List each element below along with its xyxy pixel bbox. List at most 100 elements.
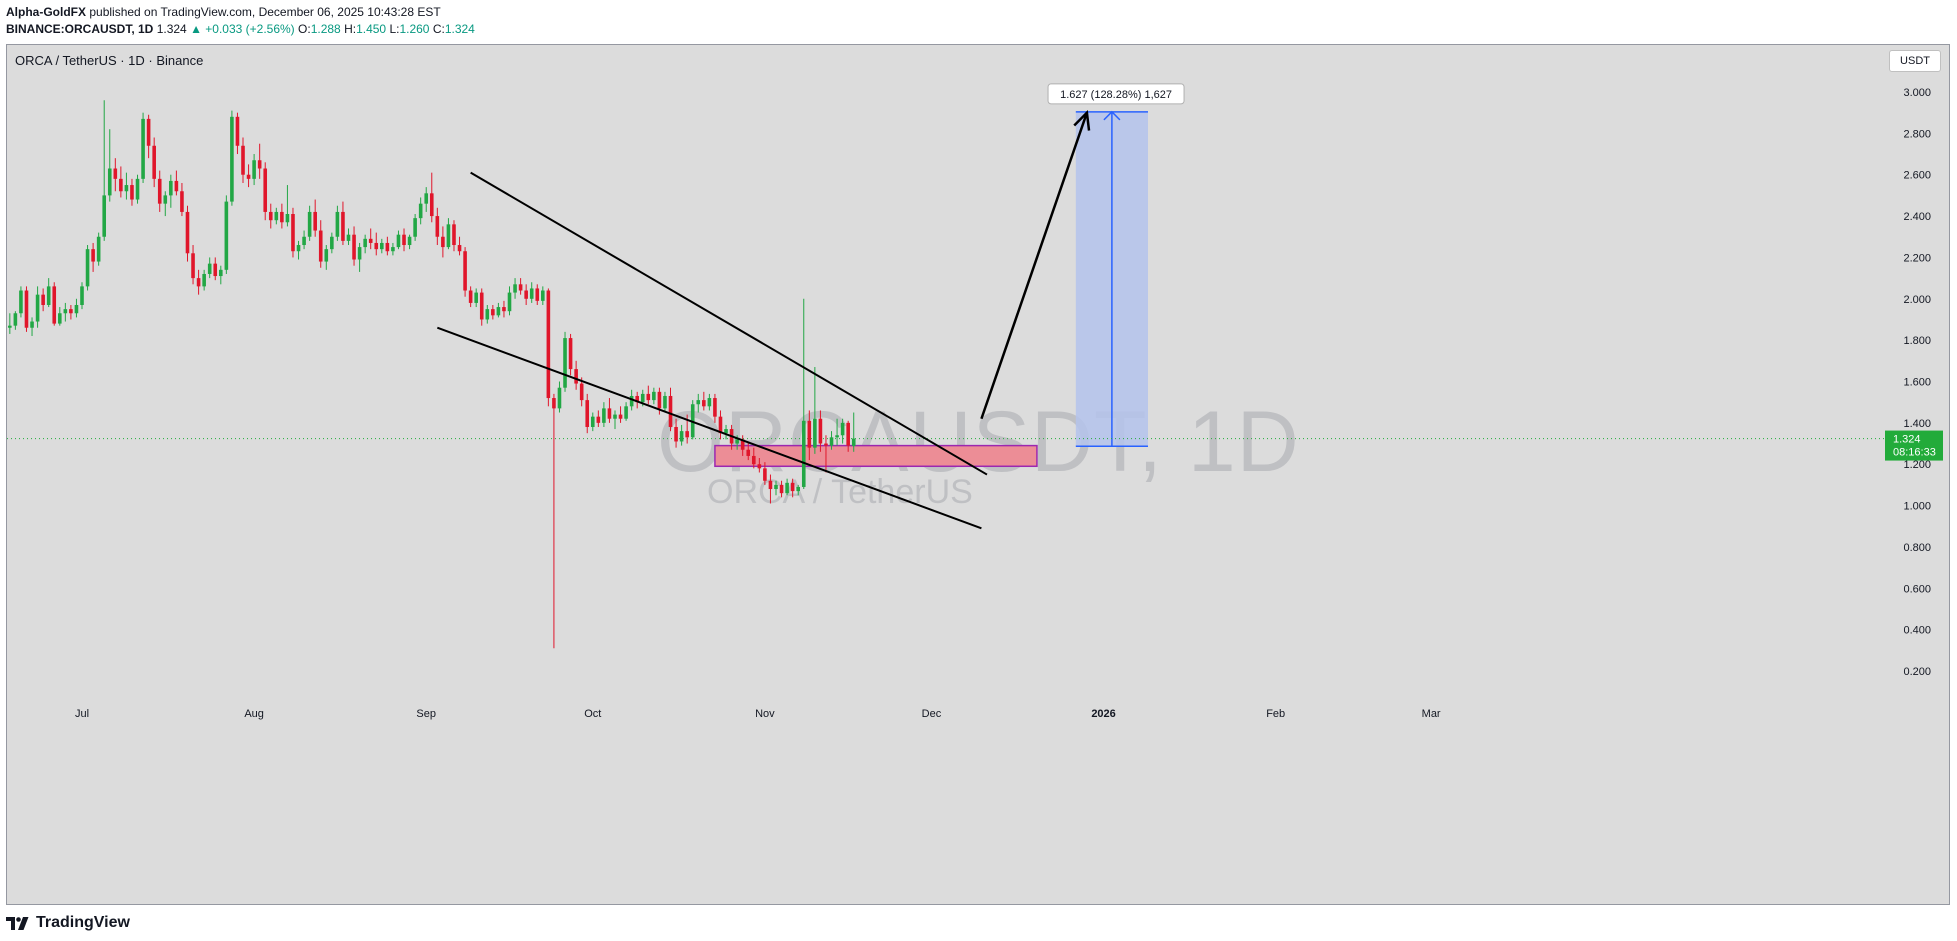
candle-body	[291, 214, 295, 252]
candle-body	[740, 439, 745, 450]
candle-body	[157, 178, 162, 204]
candle-body	[685, 431, 689, 438]
lower-trendline	[436, 326, 982, 530]
candle-body	[513, 284, 517, 293]
candle-body	[30, 321, 34, 328]
close-label: C:	[432, 22, 445, 36]
candle-body	[235, 116, 240, 146]
candle-body	[663, 395, 667, 409]
candle-body	[757, 464, 762, 469]
candle-body	[463, 251, 467, 291]
candle-body	[751, 455, 756, 465]
candle-body	[391, 247, 395, 252]
target-arrowhead	[1103, 110, 1121, 121]
candle-body	[107, 168, 112, 196]
chart-pane[interactable]: ORCAUSDT, 1D ORCA / TetherUS 3.000 2.800 2…	[6, 44, 1950, 905]
candle-body	[518, 284, 523, 291]
pane-title: ORCA / TetherUS · 1D · Binance	[15, 53, 204, 68]
projection-arrow	[980, 112, 1089, 420]
candle-body	[646, 393, 651, 401]
candle-body	[563, 338, 567, 388]
candlestick-chart[interactable]: 3.000 2.800 2.600 2.400 2.200 2.000 1.800 1.600…	[7, 45, 1949, 904]
candle-body	[779, 484, 784, 494]
candle-body	[418, 203, 423, 219]
candle-body	[763, 468, 767, 481]
candle-body	[24, 290, 29, 328]
y-axis-tick-label: 0.200	[1903, 666, 1931, 678]
candle-body	[13, 313, 18, 326]
candle-body	[629, 395, 634, 407]
candle-body	[424, 193, 429, 204]
candle-body	[541, 290, 545, 301]
candle-body	[707, 398, 712, 407]
candle-body	[846, 422, 850, 446]
y-axis-tick-label: 0.400	[1903, 625, 1931, 637]
candle-body	[524, 290, 528, 299]
candle-body	[207, 263, 212, 274]
close-value: 1.324	[444, 22, 475, 36]
candle-body	[668, 395, 673, 427]
author-name[interactable]: Alpha-GoldFX	[6, 5, 86, 19]
y-axis-tick-label: 1.800	[1903, 335, 1931, 347]
candle-body	[785, 482, 789, 494]
candle-body	[851, 438, 856, 447]
candle-body	[96, 236, 101, 262]
candle-body	[46, 286, 51, 305]
y-axis-tick-label: 3.000	[1903, 87, 1931, 99]
candle-body	[346, 234, 351, 241]
candle-body	[552, 398, 556, 409]
candle-body	[696, 400, 701, 405]
candle-body	[479, 292, 484, 320]
candle-body	[813, 418, 817, 448]
candle-body	[496, 307, 501, 316]
symbol-watermark-subtitle: ORCA / TetherUS	[707, 473, 973, 511]
candle-body	[74, 304, 79, 314]
candle-body	[457, 245, 462, 252]
y-axis-tick-label: 2.000	[1903, 294, 1931, 306]
candle-body	[363, 238, 367, 248]
candle-body	[724, 429, 728, 434]
candle-body	[63, 309, 68, 314]
candle-body	[196, 278, 201, 287]
candle-body	[613, 414, 617, 419]
candle-body	[152, 145, 156, 179]
y-axis-tick-label: 0.600	[1903, 583, 1931, 595]
candle-body	[796, 486, 801, 492]
candle-body	[607, 408, 612, 419]
candle-body	[402, 234, 406, 246]
open-value: 1.288	[310, 22, 341, 36]
target-label: 1.627 (128.28%) 1,627	[1060, 89, 1172, 101]
tradingview-logo[interactable]: TradingView	[6, 914, 130, 932]
candle-body	[274, 211, 279, 221]
candle-body	[835, 435, 839, 438]
candle-body	[491, 309, 495, 316]
candle-body	[568, 338, 573, 370]
candle-body	[252, 160, 256, 179]
candle-body	[146, 118, 151, 146]
currency-button[interactable]: USDT	[1889, 50, 1941, 72]
candle-body	[529, 288, 534, 299]
candle-body	[85, 249, 90, 287]
candle-body	[618, 414, 623, 419]
candle-body	[246, 174, 251, 179]
y-axis-tick-label: 1.600	[1903, 377, 1931, 389]
x-axis-tick-label: Feb	[1266, 708, 1285, 720]
candle-body	[429, 193, 434, 217]
candle-body	[679, 431, 684, 442]
candle-body	[807, 420, 812, 448]
candle-body	[579, 383, 584, 401]
candle-body	[535, 288, 540, 301]
candle-body	[657, 391, 662, 409]
candle-body	[507, 292, 512, 312]
candle-body	[113, 168, 118, 179]
candle-body	[790, 482, 795, 492]
candle-body	[169, 180, 173, 196]
x-axis-tick-label: Sep	[416, 708, 436, 720]
candle-body	[746, 449, 751, 456]
candle-body	[41, 294, 45, 305]
candle-body	[352, 234, 356, 260]
y-axis-tick-label: 2.400	[1903, 211, 1931, 223]
candle-body	[35, 294, 40, 322]
candle-body	[474, 292, 478, 303]
brand-name: TradingView	[36, 914, 130, 931]
